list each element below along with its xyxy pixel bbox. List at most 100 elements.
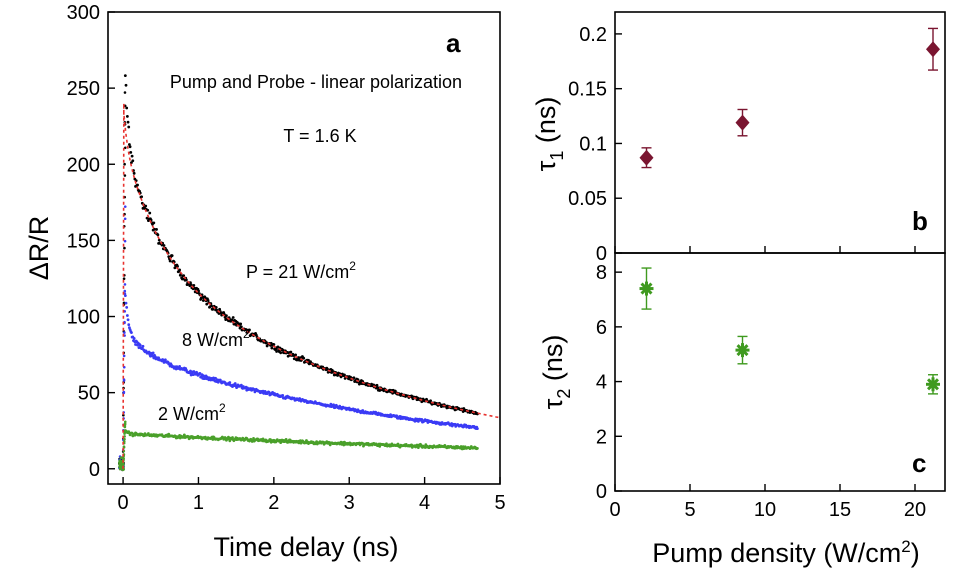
trace-point <box>272 343 276 346</box>
trace-point <box>239 383 243 387</box>
panel-a-y-tick-label: 200 <box>67 154 100 176</box>
trace-point <box>307 358 310 362</box>
trace-point <box>287 440 291 444</box>
trace-point <box>141 344 145 348</box>
trace-point <box>123 425 127 429</box>
trace-point <box>184 278 188 282</box>
panel-a-y-tick-label: 0 <box>89 459 100 481</box>
trace-point <box>343 373 346 377</box>
trace-point <box>231 316 235 319</box>
panel-c-x-tick-label: 0 <box>609 499 620 521</box>
trace-point <box>214 376 217 380</box>
panel-a-x-tick-label: 4 <box>419 492 430 514</box>
trace-point <box>125 314 129 317</box>
trace-point <box>302 356 306 360</box>
panel-b-points <box>639 27 940 169</box>
panel-c-x-tick-label: 15 <box>829 499 851 521</box>
series-label-2: 2 W/cm2 <box>158 401 226 424</box>
trace-point <box>123 162 126 166</box>
panel-b-y-label: τ1 (ns) <box>531 97 567 172</box>
panel-b: 0 0.05 0.1 0.15 0.2 b τ1 (ns) <box>531 11 946 265</box>
trace-point <box>127 125 131 129</box>
panel-c: 0 2 4 6 8 0 5 10 15 20 c τ2 (ns) Pump density (W… <box>538 252 946 568</box>
trace-point <box>284 437 288 441</box>
panel-b-point-0 <box>639 147 654 169</box>
trace-point <box>395 414 399 418</box>
trace-point <box>152 221 156 225</box>
trace-point <box>123 91 127 94</box>
panel-c-y-tick-label: 0 <box>596 481 607 503</box>
panel-a-x-tick-label: 2 <box>268 492 279 514</box>
series-label-8: 8 W/cm2 <box>182 327 250 350</box>
trace-point <box>137 346 141 350</box>
panel-b-y-tick-label: 0.15 <box>568 79 607 101</box>
trace-point <box>275 350 279 353</box>
trace-point <box>352 376 356 380</box>
trace-point <box>170 254 174 258</box>
trace-point <box>148 211 152 215</box>
trace-series-2 <box>118 420 479 472</box>
trace-point <box>130 331 133 335</box>
trace-point <box>128 143 131 146</box>
panel-a: 0 1 2 3 4 5 0 50 100 150 200 250 300 Time delay (ns… <box>24 2 506 562</box>
panel-a-temperature: T = 1.6 K <box>283 126 356 146</box>
trace-point <box>123 239 127 243</box>
trace-point <box>178 364 182 368</box>
trace-point <box>123 246 126 250</box>
trace-point <box>125 106 129 110</box>
trace-point <box>125 305 129 309</box>
trace-point <box>125 114 129 118</box>
panel-b-y-tick-label: 0.2 <box>579 24 607 46</box>
trace-point <box>140 195 144 199</box>
trace-point <box>122 354 126 358</box>
trace-point <box>210 304 213 308</box>
trace-point <box>228 381 232 384</box>
trace-point <box>289 350 293 354</box>
trace-point <box>124 83 128 87</box>
trace-point <box>123 420 127 424</box>
trace-point <box>192 283 196 287</box>
panel-a-traces <box>118 74 479 472</box>
trace-point <box>127 323 131 327</box>
trace-point <box>378 444 382 448</box>
panel-a-x-ticks: 0 1 2 3 4 5 <box>118 477 506 514</box>
trace-point <box>279 351 283 355</box>
trace-point <box>339 375 343 379</box>
trace-point <box>225 314 228 318</box>
panel-c-x-tick-label: 10 <box>754 499 776 521</box>
trace-point <box>151 351 155 355</box>
panel-b-y-tick-label: 0.1 <box>579 133 607 155</box>
panel-c-y-ticks: 0 2 4 6 8 <box>596 262 622 503</box>
panel-b-frame <box>614 11 946 254</box>
trace-point <box>138 343 142 347</box>
trace-point <box>122 379 126 382</box>
trace-point <box>163 358 167 362</box>
trace-point <box>122 462 125 465</box>
trace-point <box>294 353 297 357</box>
trace-point <box>475 427 479 430</box>
panel-a-y-ticks: 0 50 100 150 200 250 300 <box>67 2 115 481</box>
panel-c-point-0 <box>639 267 654 310</box>
trace-point <box>198 372 202 375</box>
trace-series-1 <box>118 205 479 471</box>
trace-point <box>218 307 222 311</box>
trace-point <box>270 346 274 350</box>
panel-c-y-tick-label: 2 <box>596 426 607 448</box>
panel-c-point-1 <box>735 335 750 365</box>
panel-b-point-2 <box>926 27 940 71</box>
panel-a-x-tick-label: 5 <box>494 492 505 514</box>
trace-point <box>420 417 424 421</box>
trace-point <box>396 442 400 446</box>
panel-b-x-ticks <box>614 246 916 253</box>
trace-point <box>123 294 127 298</box>
panel-b-y-tick-label: 0 <box>596 243 607 265</box>
trace-point <box>459 445 463 448</box>
series-label-21: P = 21 W/cm2 <box>246 259 356 282</box>
panel-a-y-tick-label: 150 <box>67 230 100 252</box>
trace-point <box>178 268 182 272</box>
panel-a-y-tick-label: 100 <box>67 307 100 329</box>
panel-a-y-tick-label: 50 <box>78 383 100 405</box>
trace-point <box>144 204 148 208</box>
trace-point <box>124 301 128 305</box>
